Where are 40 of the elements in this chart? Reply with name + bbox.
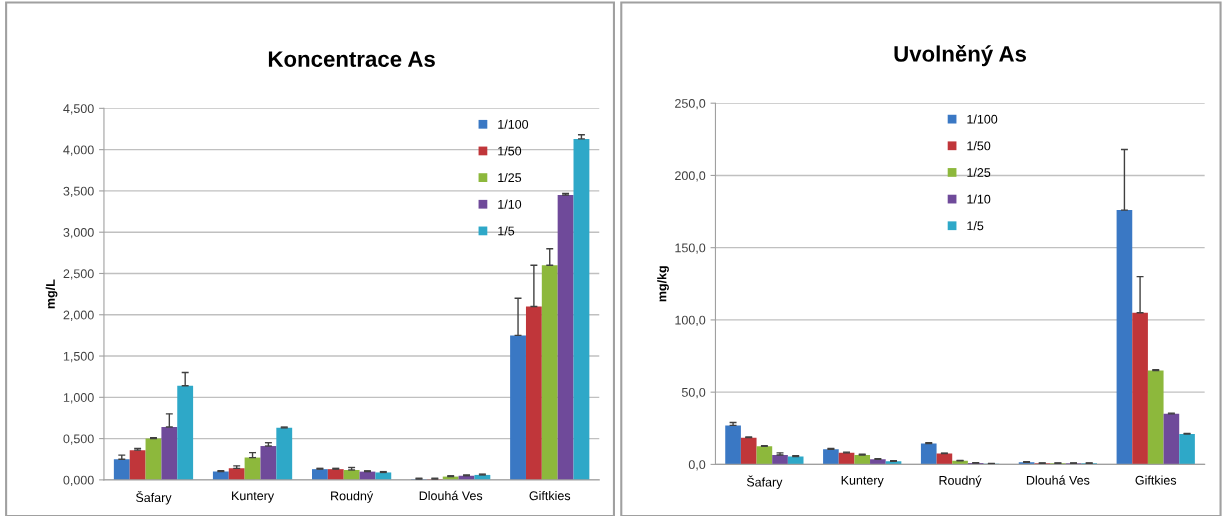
y-tick-label: 250,0 [675, 99, 706, 110]
y-tick-label: 1,000 [63, 393, 94, 404]
y-tick-label: 200,0 [675, 171, 706, 182]
chart-title: Koncentrace As [268, 51, 435, 67]
x-tick-label: Šafary [135, 490, 172, 505]
x-tick-label: Giftkies [529, 490, 571, 501]
legend-label: 1/100 [967, 114, 998, 124]
legend-label: 1/50 [498, 146, 522, 156]
y-tick-label: 0,0 [688, 460, 706, 471]
y-tick-label: 0,000 [63, 475, 94, 487]
y-tick-label: 2,000 [63, 310, 94, 321]
x-tick-label: Roudný [939, 475, 982, 488]
legend-label: 1/25 [498, 172, 522, 183]
y-tick-label: 150,0 [675, 243, 706, 254]
x-tick-label: Kuntery [841, 475, 884, 488]
legend-label: 1/100 [498, 119, 529, 129]
legend-label: 1/5 [967, 221, 984, 231]
x-tick-label: Giftkies [1135, 475, 1177, 485]
legend-label: 1/10 [967, 194, 991, 204]
y-tick-label: 1,500 [63, 351, 94, 363]
y-tick-label: 0,500 [63, 434, 94, 445]
y-tick-label: 3,000 [63, 228, 94, 239]
legend-label: 1/25 [967, 167, 991, 177]
x-tick-label: Dlouhá Ves [1026, 475, 1090, 485]
y-tick-label: 4,000 [63, 145, 94, 156]
legend-label: 1/50 [967, 141, 991, 151]
y-tick-label: 100,0 [675, 315, 706, 327]
x-tick-label: Roudný [331, 490, 374, 503]
x-tick-label: Kuntery [232, 491, 275, 503]
chart-title: Uvolněný As [894, 44, 1027, 67]
y-axis-title: mg/L [45, 279, 58, 309]
y-tick-label: 4,500 [63, 104, 94, 115]
legend-label: 1/5 [498, 226, 515, 236]
y-axis-title: mg/kg [657, 266, 669, 302]
y-tick-label: 2,500 [63, 269, 94, 280]
legend-label: 1/10 [498, 199, 522, 209]
y-tick-label: 3,500 [63, 186, 94, 198]
x-tick-label: Šafary [746, 475, 783, 490]
x-tick-label: Dlouhá Ves [419, 490, 483, 501]
y-tick-label: 50,0 [681, 387, 706, 399]
